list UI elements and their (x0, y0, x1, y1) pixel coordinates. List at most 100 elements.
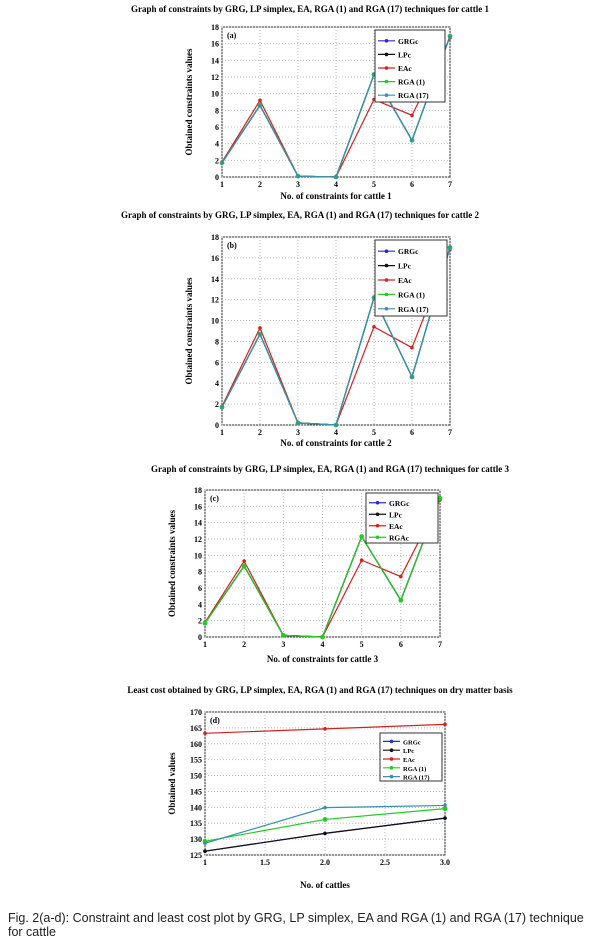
y-tick-label: 10 (211, 90, 219, 99)
legend-marker (384, 79, 389, 84)
data-point (320, 634, 325, 640)
y-tick-label: 140 (190, 803, 202, 812)
y-tick-label: 16 (211, 254, 219, 263)
legend-entry: LPc (389, 510, 403, 519)
legend-entry: LPc (398, 262, 412, 271)
chart-1: Graph of constraints by GRG, LP simplex,… (121, 210, 480, 448)
legend-entry: RGA (17) (403, 775, 430, 782)
chart-title: Graph of constraints by GRG, LP simplex,… (151, 464, 510, 474)
legend-entry: GRGc (403, 739, 421, 746)
legend-entry: RGA (1) (403, 766, 426, 773)
x-tick-label: 5 (360, 640, 364, 649)
x-tick-label: 4 (321, 640, 325, 649)
chart-0: Graph of constraints by GRG, LP simplex,… (131, 4, 490, 201)
legend-entry: RGAc (389, 533, 410, 542)
data-point (296, 421, 300, 425)
data-point (203, 731, 207, 736)
x-tick-label: 2.0 (320, 858, 330, 867)
x-tick-label: 2.5 (380, 858, 390, 867)
data-point (220, 161, 224, 165)
y-tick-label: 160 (190, 740, 202, 749)
legend-entry: GRGc (389, 499, 410, 508)
data-point (372, 325, 376, 329)
chart-3: Least cost obtained by GRG, LP simplex, … (127, 685, 513, 890)
x-tick-label: 1.5 (260, 858, 270, 867)
chart-title: Graph of constraints by GRG, LP simplex,… (131, 4, 490, 14)
legend-marker (384, 278, 389, 282)
x-tick-label: 1 (220, 428, 224, 437)
y-tick-label: 8 (215, 106, 219, 115)
legend-marker (384, 263, 389, 268)
y-tick-label: 150 (190, 772, 202, 781)
x-tick-label: 1 (203, 640, 207, 649)
x-tick-label: 2 (242, 640, 246, 649)
data-point (202, 620, 208, 626)
y-tick-label: 6 (198, 584, 202, 593)
data-point (322, 817, 328, 822)
data-point (443, 803, 447, 808)
panel-label: (b) (227, 241, 237, 250)
x-axis-label: No. of constraints for cattle 1 (280, 191, 392, 201)
data-point (437, 495, 443, 501)
y-tick-label: 14 (211, 56, 219, 65)
legend-marker (375, 512, 380, 517)
y-tick-label: 18 (211, 233, 219, 242)
chart-title: Graph of constraints by GRG, LP simplex,… (121, 210, 480, 220)
x-tick-label: 3 (296, 180, 300, 189)
data-point (334, 423, 338, 427)
data-point (410, 345, 414, 350)
y-tick-label: 130 (190, 835, 202, 844)
panel-label: (d) (210, 716, 220, 725)
data-point (448, 34, 452, 38)
x-tick-label: 1 (220, 180, 224, 189)
panel-label: (a) (227, 31, 237, 40)
data-point (410, 113, 414, 118)
y-tick-label: 0 (215, 173, 219, 182)
data-point (258, 103, 262, 108)
y-tick-label: 8 (198, 568, 202, 577)
legend-entry: EAc (398, 64, 412, 73)
legend-entry: LPc (403, 748, 414, 755)
legend-marker (384, 93, 389, 97)
x-tick-label: 1 (203, 858, 207, 867)
y-tick-label: 0 (215, 421, 219, 430)
legend-entry: LPc (398, 50, 412, 59)
legend-entry: EAc (403, 757, 415, 764)
legend-entry: RGA (1) (398, 78, 425, 87)
data-point (359, 558, 364, 563)
data-point (443, 722, 447, 727)
y-tick-label: 6 (215, 123, 219, 132)
legend-entry: RGA (17) (398, 91, 429, 100)
y-axis-label: Obtained constraints values (167, 509, 177, 617)
legend-marker (384, 66, 389, 70)
x-tick-label: 3 (296, 428, 300, 437)
legend-marker (389, 757, 394, 761)
legend-entry: EAc (389, 522, 403, 531)
y-tick-label: 18 (211, 23, 219, 32)
x-tick-label: 4 (334, 180, 338, 189)
data-point (258, 98, 262, 103)
panel-label: (c) (210, 494, 219, 503)
legend-marker (384, 292, 389, 297)
x-tick-label: 5 (372, 180, 376, 189)
y-axis-label: Obtained constraints values (184, 48, 194, 156)
x-tick-label: 6 (410, 428, 414, 437)
data-point (323, 805, 327, 810)
y-tick-label: 18 (194, 486, 202, 495)
x-tick-label: 4 (334, 428, 338, 437)
y-tick-label: 12 (194, 535, 202, 544)
y-tick-label: 2 (215, 156, 219, 165)
y-tick-label: 16 (211, 40, 219, 49)
data-point (220, 405, 224, 410)
legend-marker (384, 307, 389, 311)
legend-marker (375, 523, 380, 528)
data-point (258, 326, 262, 330)
x-tick-label: 2 (258, 428, 262, 437)
data-point (359, 534, 365, 539)
data-point (443, 816, 447, 820)
x-tick-label: 7 (448, 428, 452, 437)
y-axis-label: Obtained constraints values (184, 277, 194, 385)
legend-marker (389, 766, 394, 770)
x-tick-label: 2 (258, 180, 262, 189)
y-tick-label: 12 (211, 73, 219, 82)
